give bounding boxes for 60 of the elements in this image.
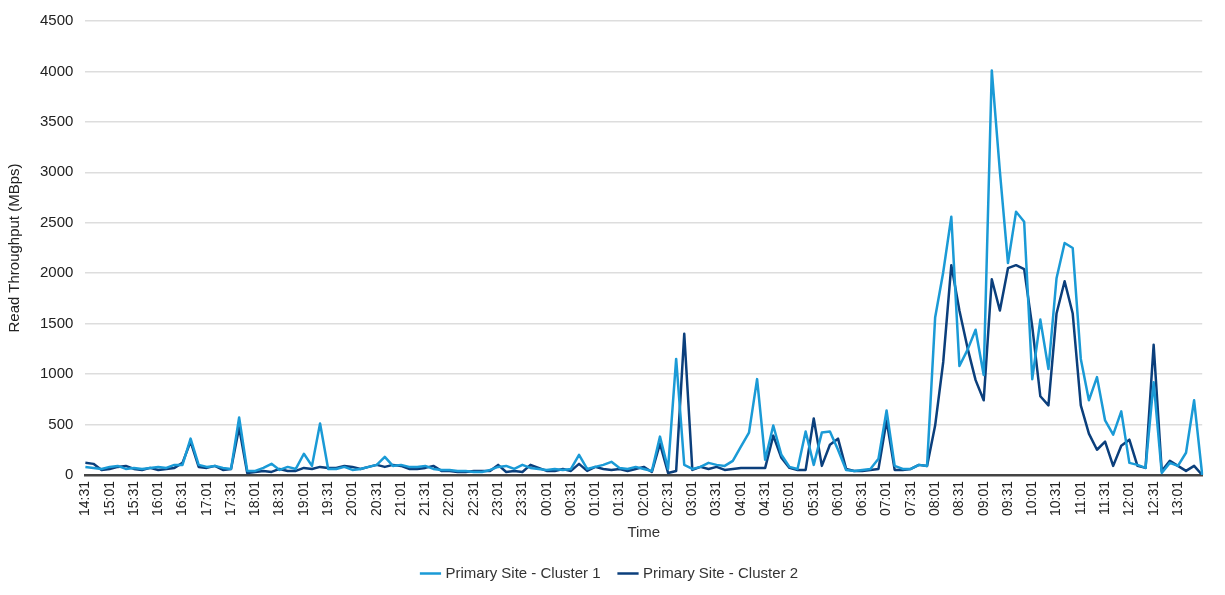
x-tick-label: 17:31 (221, 480, 238, 517)
x-tick-label: 20:01 (343, 480, 360, 517)
x-tick-label: 15:01 (100, 480, 117, 517)
x-tick-label: 04:01 (731, 480, 748, 517)
x-tick-label: 18:01 (246, 480, 263, 517)
x-axis-title: Time (627, 523, 661, 541)
x-tick-label: 05:01 (780, 480, 797, 517)
x-tick-label: 16:01 (149, 480, 166, 517)
y-tick-label: 2000 (39, 263, 74, 281)
x-tick-label: 06:31 (853, 480, 870, 517)
x-tick-label: 02:01 (634, 480, 651, 517)
y-tick-label: 3500 (39, 112, 74, 130)
x-tick-label: 01:31 (610, 480, 627, 517)
x-tick-label: 11:31 (1095, 480, 1112, 515)
x-tick-label: 21:01 (391, 480, 408, 517)
y-tick-label: 1500 (39, 313, 74, 331)
x-tick-label: 09:31 (998, 480, 1015, 517)
x-tick-label: 13:01 (1168, 480, 1185, 517)
x-tick-label: 10:31 (1047, 480, 1064, 517)
x-tick-label: 18:31 (270, 480, 287, 517)
x-tick-label: 20:31 (367, 480, 384, 517)
y-tick-label: 2500 (39, 212, 74, 230)
y-tick-label: 4500 (39, 11, 74, 29)
x-tick-label: 15:31 (124, 480, 141, 517)
legend-label: Primary Site - Cluster 2 (643, 563, 799, 581)
y-tick-label: 3000 (39, 162, 74, 180)
x-tick-label: 05:31 (804, 480, 821, 517)
x-tick-label: 10:01 (1023, 480, 1040, 517)
x-tick-label: 21:31 (416, 480, 433, 517)
y-tick-label: 0 (65, 465, 74, 483)
x-tick-label: 07:01 (877, 480, 894, 517)
x-tick-label: 00:01 (537, 480, 554, 517)
x-tick-label: 01:01 (586, 480, 603, 517)
x-tick-label: 19:31 (319, 480, 336, 517)
x-tick-label: 23:31 (513, 480, 530, 517)
legend-label: Primary Site - Cluster 1 (445, 563, 601, 581)
x-tick-label: 22:31 (464, 480, 481, 517)
x-tick-label: 17:01 (197, 480, 214, 517)
y-tick-label: 500 (48, 414, 74, 432)
y-axis-title: Read Throughput (MBps) (5, 163, 23, 333)
x-tick-label: 09:01 (974, 480, 991, 517)
x-tick-label: 19:01 (294, 480, 311, 517)
x-tick-label: 22:01 (440, 480, 457, 517)
x-tick-label: 07:31 (901, 480, 918, 517)
x-tick-label: 03:31 (707, 480, 724, 517)
x-tick-label: 11:01 (1071, 480, 1088, 515)
x-tick-label: 23:01 (488, 480, 505, 517)
x-tick-label: 08:31 (950, 480, 967, 517)
x-tick-label: 16:31 (173, 480, 190, 517)
x-tick-label: 12:31 (1144, 480, 1161, 517)
x-tick-label: 00:31 (561, 480, 578, 517)
x-tick-label: 02:31 (658, 480, 675, 517)
y-tick-label: 4000 (39, 61, 74, 79)
x-tick-label: 06:01 (828, 480, 845, 517)
x-tick-label: 12:01 (1120, 480, 1137, 517)
x-tick-label: 14:31 (76, 480, 93, 517)
x-tick-label: 04:31 (756, 480, 773, 517)
x-tick-label: 03:01 (683, 480, 700, 517)
y-tick-label: 1000 (39, 364, 74, 382)
x-tick-label: 08:01 (925, 480, 942, 517)
